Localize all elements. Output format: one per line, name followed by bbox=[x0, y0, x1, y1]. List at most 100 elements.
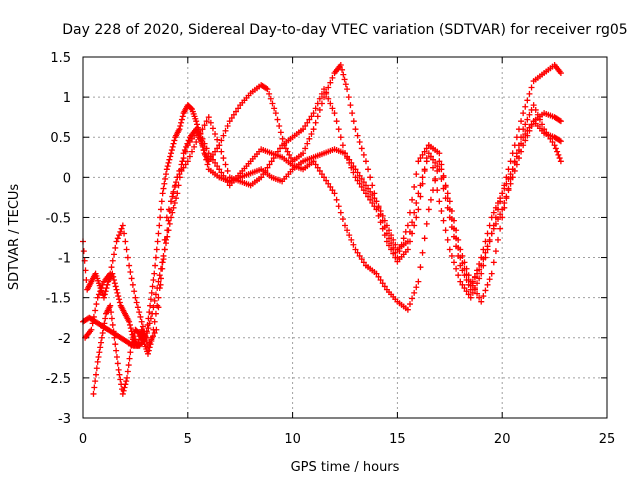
data-point-interp bbox=[166, 220, 173, 227]
data-point-interp bbox=[339, 66, 346, 73]
data-point-interp bbox=[543, 129, 550, 136]
data-point bbox=[88, 326, 95, 333]
data-point bbox=[176, 126, 183, 133]
data-point-interp bbox=[151, 318, 158, 325]
data-point bbox=[425, 150, 432, 157]
data-point-interp bbox=[90, 313, 97, 320]
data-point bbox=[126, 318, 133, 325]
data-point-interp bbox=[369, 200, 376, 207]
data-point-interp bbox=[145, 325, 152, 332]
data-point-interp bbox=[495, 200, 502, 207]
data-point-interp bbox=[377, 208, 384, 215]
data-point-interp bbox=[222, 127, 229, 134]
data-point-interp bbox=[339, 142, 346, 149]
data-point-interp bbox=[430, 187, 437, 194]
data-point-interp bbox=[492, 220, 499, 227]
data-point-interp bbox=[165, 217, 172, 224]
data-point-interp bbox=[325, 95, 332, 102]
data-point-interp bbox=[148, 336, 155, 343]
data-point-interp bbox=[348, 164, 355, 171]
data-point-interp bbox=[131, 288, 138, 295]
data-point-interp bbox=[170, 204, 177, 211]
data-point bbox=[446, 246, 453, 253]
data-point bbox=[126, 262, 133, 269]
data-point-interp bbox=[312, 105, 319, 112]
data-point-interp bbox=[434, 167, 441, 174]
data-point bbox=[520, 110, 527, 117]
data-point bbox=[119, 390, 126, 397]
data-point-interp bbox=[490, 225, 497, 232]
data-point-interp bbox=[419, 249, 426, 256]
data-point-interp bbox=[230, 111, 237, 118]
data-point-interp bbox=[524, 97, 531, 104]
data-point-interp bbox=[545, 132, 552, 139]
data-point-interp bbox=[80, 248, 87, 255]
data-point-interp bbox=[354, 177, 361, 184]
chart-title: Day 228 of 2020, Sidereal Day-to-day VTE… bbox=[62, 22, 627, 38]
data-point-interp bbox=[112, 283, 119, 290]
data-point-interp bbox=[556, 117, 563, 124]
data-point-interp bbox=[170, 190, 177, 197]
data-point-interp bbox=[148, 289, 155, 296]
data-point-interp bbox=[93, 365, 100, 372]
data-point-interp bbox=[354, 249, 361, 256]
data-point-interp bbox=[277, 129, 284, 136]
data-point-interp bbox=[136, 309, 143, 316]
data-point-interp bbox=[411, 222, 418, 229]
data-point bbox=[107, 270, 114, 277]
data-point-interp bbox=[264, 164, 271, 171]
data-point-interp bbox=[367, 174, 374, 181]
data-point-interp bbox=[158, 198, 165, 205]
data-point-interp bbox=[421, 148, 428, 155]
data-point bbox=[362, 158, 369, 165]
y-tick-label: 0 bbox=[63, 171, 71, 186]
data-point-interp bbox=[171, 200, 178, 207]
x-tick-label: 15 bbox=[389, 432, 406, 447]
data-point-interp bbox=[168, 147, 175, 154]
data-point-interp bbox=[214, 163, 221, 170]
data-point-interp bbox=[358, 145, 365, 152]
data-point-interp bbox=[335, 126, 342, 133]
data-point-interp bbox=[203, 156, 210, 163]
data-point-interp bbox=[333, 196, 340, 203]
data-point-interp bbox=[386, 227, 393, 234]
data-point-interp bbox=[377, 219, 384, 226]
data-point-interp bbox=[263, 85, 270, 92]
data-point-interp bbox=[122, 381, 129, 388]
data-point bbox=[352, 166, 359, 173]
data-point-interp bbox=[518, 118, 525, 125]
data-point bbox=[499, 214, 506, 221]
data-point-interp bbox=[505, 185, 512, 192]
data-point-interp bbox=[341, 76, 348, 83]
data-point-interp bbox=[147, 296, 154, 303]
x-tick-label: 5 bbox=[184, 432, 192, 447]
data-point-interp bbox=[171, 137, 178, 144]
data-point-interp bbox=[154, 238, 161, 245]
data-point bbox=[352, 126, 359, 133]
data-point-interp bbox=[448, 252, 455, 259]
data-point-interp bbox=[409, 230, 416, 237]
data-point bbox=[342, 150, 348, 157]
data-point-interp bbox=[164, 163, 171, 170]
data-point-interp bbox=[137, 313, 144, 320]
data-point-interp bbox=[476, 294, 483, 301]
data-point bbox=[195, 126, 202, 133]
data-point-interp bbox=[417, 155, 424, 162]
x-tick-label: 25 bbox=[599, 432, 616, 447]
data-point bbox=[321, 94, 328, 101]
data-point-interp bbox=[173, 195, 180, 202]
data-point-interp bbox=[344, 227, 351, 234]
data-point bbox=[168, 150, 175, 157]
data-point-interp bbox=[180, 164, 187, 171]
data-point-interp bbox=[279, 135, 286, 142]
data-point-interp bbox=[220, 155, 227, 162]
data-point-interp bbox=[108, 315, 115, 322]
data-point bbox=[331, 110, 338, 117]
data-point bbox=[144, 342, 151, 349]
data-point-interp bbox=[381, 283, 388, 290]
data-point-interp bbox=[203, 145, 210, 152]
data-point-interp bbox=[306, 116, 313, 123]
axis-ticks: 0 5 10 15 20 25 -3 -2.5 -2 -1.5 -1 -0.5 0 0.5 1 1.5 bbox=[46, 51, 616, 447]
data-point-interp bbox=[392, 254, 399, 261]
y-tick-label: 1.5 bbox=[50, 51, 71, 66]
